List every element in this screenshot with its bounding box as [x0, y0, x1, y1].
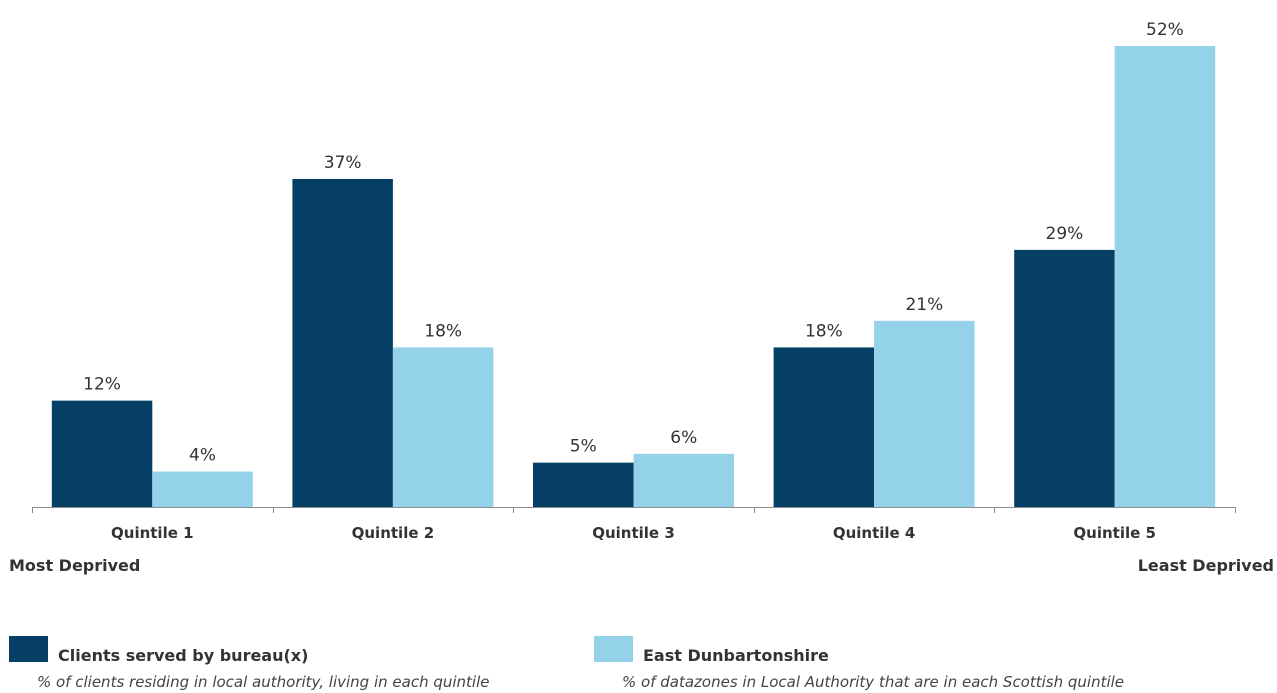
axis-end-label-least-deprived: Least Deprived [1138, 556, 1274, 575]
x-tick-label: Quintile 3 [592, 524, 675, 542]
data-label: 5% [570, 437, 597, 457]
data-label: 6% [670, 428, 697, 448]
legend-swatch-clients-served [9, 636, 48, 662]
bar-clients-q5 [1014, 250, 1114, 507]
data-label: 18% [424, 321, 462, 341]
legend-name-east-dunbartonshire: East Dunbartonshire [643, 646, 829, 665]
bar-east-dunbartonshire-q3 [634, 454, 735, 507]
bar-clients-q2 [292, 179, 393, 507]
data-label: 21% [905, 295, 943, 315]
bar-east-dunbartonshire-q2 [393, 347, 494, 507]
legend-swatch-east-dunbartonshire [594, 636, 633, 662]
bars-layer [52, 46, 1215, 507]
x-tick-label: Quintile 4 [833, 524, 916, 542]
axis-end-label-most-deprived: Most Deprived [9, 556, 140, 575]
legend-description-clients-served: % of clients residing in local authority… [37, 673, 490, 691]
data-label: 12% [83, 375, 121, 395]
data-label: 18% [805, 321, 843, 341]
bar-clients-q3 [533, 463, 634, 507]
x-tick-label: Quintile 2 [352, 524, 435, 542]
x-axis [32, 507, 1236, 513]
data-label: 37% [324, 153, 362, 173]
x-tick-label: Quintile 5 [1073, 524, 1156, 542]
bar-clients-q4 [774, 347, 875, 507]
x-tick-label: Quintile 1 [111, 524, 194, 542]
data-label: 29% [1046, 224, 1084, 244]
bar-east-dunbartonshire-q1 [152, 472, 253, 507]
bar-east-dunbartonshire-q5 [1115, 46, 1216, 507]
legend-name-clients-served: Clients served by bureau(x) [58, 646, 308, 665]
bar-clients-q1 [52, 401, 153, 507]
legend-description-east-dunbartonshire: % of datazones in Local Authority that a… [622, 673, 1124, 691]
bar-east-dunbartonshire-q4 [874, 321, 975, 507]
data-label: 4% [189, 446, 216, 466]
data-label: 52% [1146, 20, 1184, 40]
